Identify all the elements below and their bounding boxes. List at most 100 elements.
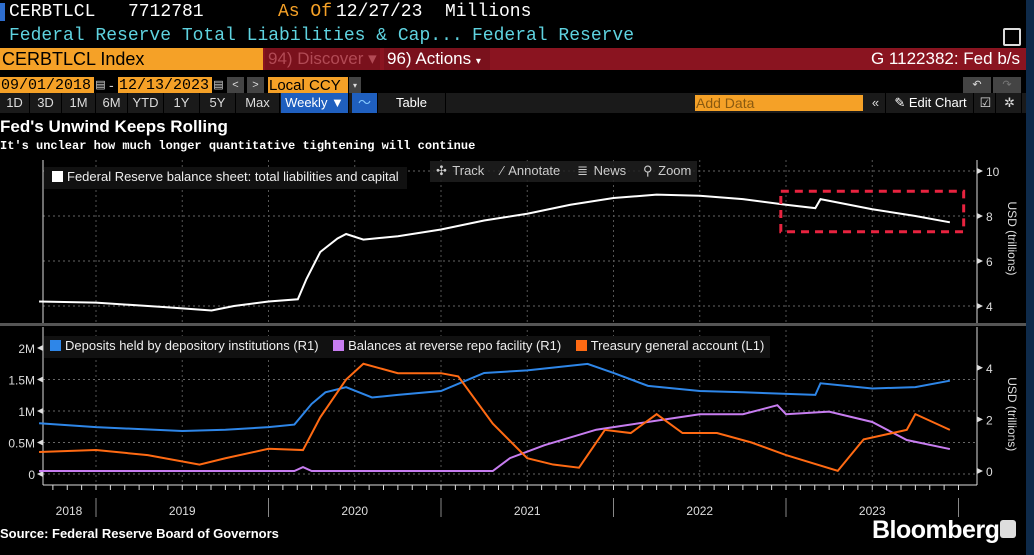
period-button-1m[interactable]: 1M bbox=[62, 93, 96, 113]
frequency-select[interactable]: Weekly ▼ bbox=[281, 93, 349, 113]
y-tick-label-left: 2M bbox=[18, 342, 35, 356]
annotate-label: Annotate bbox=[508, 163, 561, 178]
period-button-1y[interactable]: 1Y bbox=[164, 93, 200, 113]
chevron-down-icon[interactable]: ▾ bbox=[349, 77, 361, 94]
x-tick-label: 2023 bbox=[859, 504, 886, 518]
legend-swatch bbox=[575, 340, 587, 351]
tick-mark bbox=[977, 258, 983, 264]
series-line bbox=[39, 362, 951, 433]
calendar-icon[interactable]: ▤ bbox=[213, 77, 224, 94]
edit-chart-button[interactable]: ✎ Edit Chart bbox=[888, 93, 974, 113]
currency-select[interactable]: Local CCY bbox=[268, 77, 348, 94]
period-button-3d[interactable]: 3D bbox=[30, 93, 62, 113]
redo-button[interactable]: ↷ bbox=[993, 77, 1021, 94]
tick-mark bbox=[977, 416, 983, 423]
discover-button[interactable]: 94) Discover ▾ bbox=[265, 48, 380, 70]
y-axis-label: USD (trillions) bbox=[1005, 377, 1019, 451]
tick-mark bbox=[977, 303, 983, 309]
y-tick-label: 8 bbox=[986, 210, 993, 224]
top-legend: Federal Reserve balance sheet: total lia… bbox=[44, 167, 407, 189]
x-tick-label: 2018 bbox=[56, 504, 83, 518]
add-data-input[interactable]: Add Data bbox=[695, 95, 863, 111]
legend-swatch bbox=[52, 171, 63, 182]
tick-mark bbox=[977, 213, 983, 219]
calendar-icon[interactable]: ▤ bbox=[95, 77, 106, 94]
zoom-label: Zoom bbox=[658, 163, 692, 178]
y-tick-label-right: 2 bbox=[986, 413, 993, 427]
legend-swatch bbox=[333, 340, 345, 351]
annotation-box bbox=[779, 189, 966, 234]
bloomberg-chart-icon bbox=[1000, 520, 1016, 538]
line-chart-icon[interactable]: 〜 bbox=[352, 93, 378, 113]
graph-id: G 1122382: Fed b/s bbox=[870, 49, 1020, 68]
annotate-button[interactable]: ⁄ Annotate bbox=[501, 163, 561, 178]
tick-mark bbox=[37, 345, 43, 351]
legend-swatch bbox=[50, 340, 61, 351]
chart-tools: ✣ Track ⁄ Annotate ≣ News ⚲ Zoom bbox=[430, 161, 698, 182]
chart-title: Fed's Unwind Keeps Rolling bbox=[0, 117, 228, 136]
date-range-separator: - bbox=[109, 77, 114, 93]
y-tick-label-left: 1M bbox=[18, 405, 35, 419]
x-tick-label: 2022 bbox=[686, 504, 713, 518]
y-axis-label: USD (trillions) bbox=[1005, 201, 1019, 275]
tick-mark bbox=[37, 376, 43, 383]
ticker: CERBTLCL bbox=[9, 2, 96, 22]
expand-window-icon[interactable] bbox=[1003, 28, 1021, 46]
news-button[interactable]: ≣ News bbox=[577, 163, 627, 178]
period-button-max[interactable]: Max bbox=[236, 93, 280, 113]
collapse-icon[interactable]: « bbox=[866, 93, 886, 113]
tick-mark bbox=[977, 168, 983, 174]
x-tick-label: 2021 bbox=[514, 504, 541, 518]
legend-label: Treasury general account (L1) bbox=[590, 338, 765, 353]
tick-mark bbox=[37, 439, 43, 446]
tick-mark bbox=[37, 471, 43, 477]
chart-subtitle: It's unclear how much longer quantitativ… bbox=[0, 139, 476, 153]
y-tick-label-left: 0.5M bbox=[8, 437, 35, 451]
y-tick-label-right: 0 bbox=[986, 465, 993, 479]
track-label: Track bbox=[452, 163, 485, 178]
tick-mark bbox=[977, 364, 983, 371]
series-line bbox=[39, 362, 951, 473]
source-note: Source: Federal Reserve Board of Governo… bbox=[0, 526, 279, 541]
y-tick-label-right: 4 bbox=[986, 362, 993, 376]
bottom-legend: Deposits held by depository institutions… bbox=[44, 336, 771, 358]
table-button[interactable]: Table bbox=[378, 93, 446, 113]
focus-indicator bbox=[0, 3, 5, 21]
prev-period-button[interactable]: < bbox=[227, 77, 244, 94]
x-tick-label: 2020 bbox=[341, 504, 368, 518]
news-label: News bbox=[593, 163, 627, 178]
as-of-label: As Of bbox=[278, 2, 333, 22]
legend-label: Federal Reserve balance sheet: total lia… bbox=[67, 169, 399, 184]
period-button-6m[interactable]: 6M bbox=[96, 93, 128, 113]
zoom-button[interactable]: ⚲ Zoom bbox=[643, 163, 692, 178]
window-border bbox=[1026, 0, 1034, 555]
period-button-ytd[interactable]: YTD bbox=[128, 93, 164, 113]
last-value: 7712781 bbox=[128, 2, 204, 22]
security-description: Federal Reserve Total Liabilities & Cap.… bbox=[9, 26, 463, 46]
period-button-1d[interactable]: 1D bbox=[0, 93, 30, 113]
track-button[interactable]: ✣ Track bbox=[436, 163, 485, 178]
tick-mark bbox=[977, 468, 983, 474]
bloomberg-logo: Bloomberg bbox=[872, 516, 1000, 544]
start-date-input[interactable]: 09/01/2018 bbox=[0, 77, 94, 94]
annotation-edit-icon[interactable]: ☑ bbox=[976, 93, 996, 113]
gear-icon[interactable]: ✲ bbox=[998, 93, 1022, 113]
chart-area[interactable]: 4 6 8 10 USD (trillions) 0 0.5M 1M 1.5M 2M 0 2 4 USD … bbox=[0, 155, 1034, 525]
panel-splitter bbox=[0, 323, 1026, 326]
period-button-5y[interactable]: 5Y bbox=[200, 93, 236, 113]
source-name: Federal Reserve bbox=[472, 26, 635, 46]
actions-button[interactable]: 96) Actions ▾ bbox=[384, 48, 490, 70]
y-tick-label: 4 bbox=[986, 300, 993, 314]
next-period-button[interactable]: > bbox=[247, 77, 264, 94]
y-tick-label-left: 0 bbox=[28, 468, 35, 482]
y-tick-label: 10 bbox=[986, 165, 1000, 179]
x-tick-label: 2019 bbox=[169, 504, 196, 518]
as-of-date: 12/27/23 bbox=[336, 2, 423, 22]
tick-mark bbox=[37, 408, 43, 414]
end-date-input[interactable]: 12/13/2023 bbox=[118, 77, 212, 94]
undo-button[interactable]: ↶ bbox=[963, 77, 991, 94]
units: Millions bbox=[445, 2, 532, 22]
edit-chart-label: Edit Chart bbox=[908, 95, 967, 110]
legend-label: Deposits held by depository institutions… bbox=[65, 338, 319, 353]
security-input[interactable]: CERBTLCL Index bbox=[0, 48, 263, 70]
